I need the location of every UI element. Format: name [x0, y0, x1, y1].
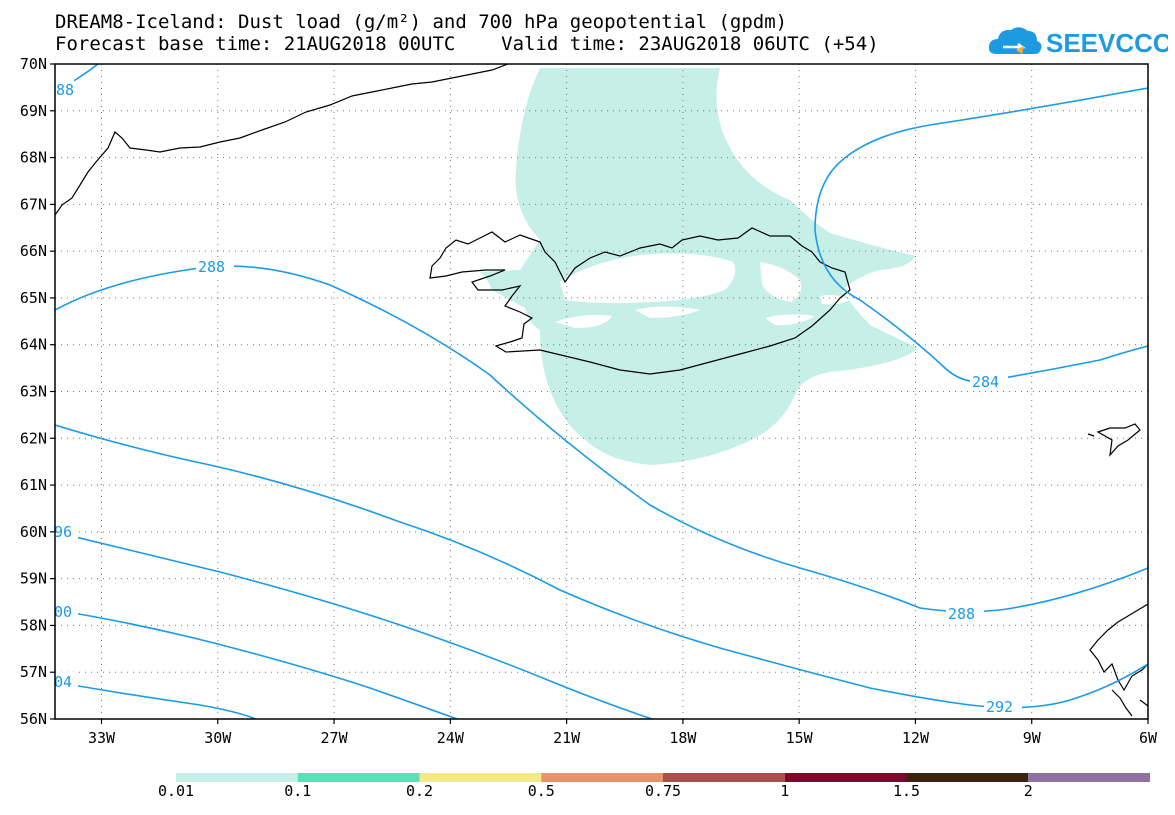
latitude-labels: 70N 69N 68N 67N 66N 65N 64N 63N 62N 61N 60N 59N 58N 5…: [20, 55, 47, 728]
dust-gap-4: [635, 306, 700, 318]
lat-label: 60N: [20, 523, 47, 541]
lat-label: 64N: [20, 336, 47, 354]
lat-label: 63N: [20, 383, 47, 401]
scotland-coast: [1089, 603, 1148, 692]
dust-gap-1: [560, 253, 736, 304]
lat-label: 62N: [20, 429, 47, 447]
lon-label: 12W: [902, 729, 930, 747]
lat-label: 69N: [20, 102, 47, 120]
colorbar-label: 0.2: [405, 782, 434, 800]
colorbar-swatch: [1028, 773, 1150, 782]
faroe-islands: [1087, 423, 1141, 457]
contour-label-04: 04: [54, 673, 72, 691]
lat-label: 66N: [20, 242, 47, 260]
lon-label: 15W: [786, 729, 814, 747]
lat-label: 70N: [20, 55, 47, 73]
lon-label: 30W: [204, 729, 232, 747]
longitude-labels: 33W 30W 27W 24W 21W 18W 15W 12W 9W 6W: [88, 729, 1158, 747]
colorbar-swatch: [176, 773, 298, 782]
lon-label: 18W: [669, 729, 697, 747]
lon-label: 6W: [1139, 729, 1158, 747]
lat-label: 68N: [20, 149, 47, 167]
lat-label: 59N: [20, 570, 47, 588]
axis-ticks: [50, 63, 1149, 724]
logo-text: SEEVCCC: [1046, 28, 1168, 58]
lon-label: 21W: [553, 729, 581, 747]
colorbar-swatch: [297, 773, 420, 782]
valid-time: Valid time: 23AUG2018 06UTC (+54): [501, 33, 879, 55]
colorbar-label: 1: [780, 782, 790, 800]
colorbar-label: 2: [1023, 782, 1033, 800]
contour-label-288-north: 288: [198, 258, 225, 276]
contour-label-292: 292: [986, 698, 1013, 716]
colorbar-swatch: [419, 773, 542, 782]
colorbar-swatch: [541, 773, 663, 782]
dust-gap-5: [765, 314, 815, 326]
colorbar-swatch: [906, 773, 1029, 782]
cloud-logo-icon: SEEVCCC: [988, 27, 1172, 58]
colorbar-label: 0.75: [644, 782, 682, 800]
colorbar-label: 0.5: [527, 782, 555, 800]
map-figure: 88 288 284 96 288 00 292 04 70N 69N 68N 67N…: [20, 55, 1158, 747]
lat-label: 67N: [20, 195, 47, 213]
lon-label: 33W: [88, 729, 116, 747]
lon-label: 24W: [437, 729, 465, 747]
lat-label: 58N: [20, 616, 47, 634]
dust-gap-3: [555, 314, 612, 328]
hebrides: [1111, 689, 1148, 717]
colorbar-swatch: [663, 773, 785, 782]
contour-label-288-south: 288: [948, 605, 975, 623]
contour-284-east: [814, 87, 1148, 383]
contour-296: [55, 531, 655, 719]
colorbar-label: 1.5: [892, 782, 921, 800]
seevccc-logo: SEEVCCC: [988, 18, 1172, 62]
graticule: [55, 64, 1148, 719]
map-title: DREAM8-Iceland: Dust load (g/m²) and 700…: [55, 11, 788, 33]
dust-gap-6: [820, 295, 850, 305]
contour-300: [55, 609, 460, 719]
contour-label-96: 96: [54, 523, 72, 541]
coastlines: [55, 64, 1148, 717]
lat-label: 65N: [20, 289, 47, 307]
contour-304: [55, 681, 258, 719]
colorbar-label: 0.01: [157, 782, 195, 800]
contour-label-88: 88: [56, 81, 74, 99]
time-info: Forecast base time: 21AUG2018 00UTC Vali…: [55, 34, 879, 54]
dust-gap-2: [760, 262, 802, 302]
iceland-coast: [429, 227, 851, 375]
contour-labels: 88 288 284 96 288 00 292 04: [54, 80, 1022, 716]
contour-label-00: 00: [54, 603, 72, 621]
contour-label-284: 284: [972, 373, 999, 391]
colorbar-label: 0.1: [284, 782, 312, 800]
contour-292: [55, 424, 1148, 709]
lat-label: 61N: [20, 476, 47, 494]
forecast-base-time: Forecast base time: 21AUG2018 00UTC: [55, 33, 456, 55]
colorbar: [176, 773, 1150, 782]
lat-label: 56N: [20, 710, 47, 728]
lat-label: 57N: [20, 663, 47, 681]
lon-label: 9W: [1023, 729, 1042, 747]
greenland-coast: [55, 64, 509, 216]
lon-label: 27W: [321, 729, 349, 747]
colorbar-swatch: [784, 773, 907, 782]
